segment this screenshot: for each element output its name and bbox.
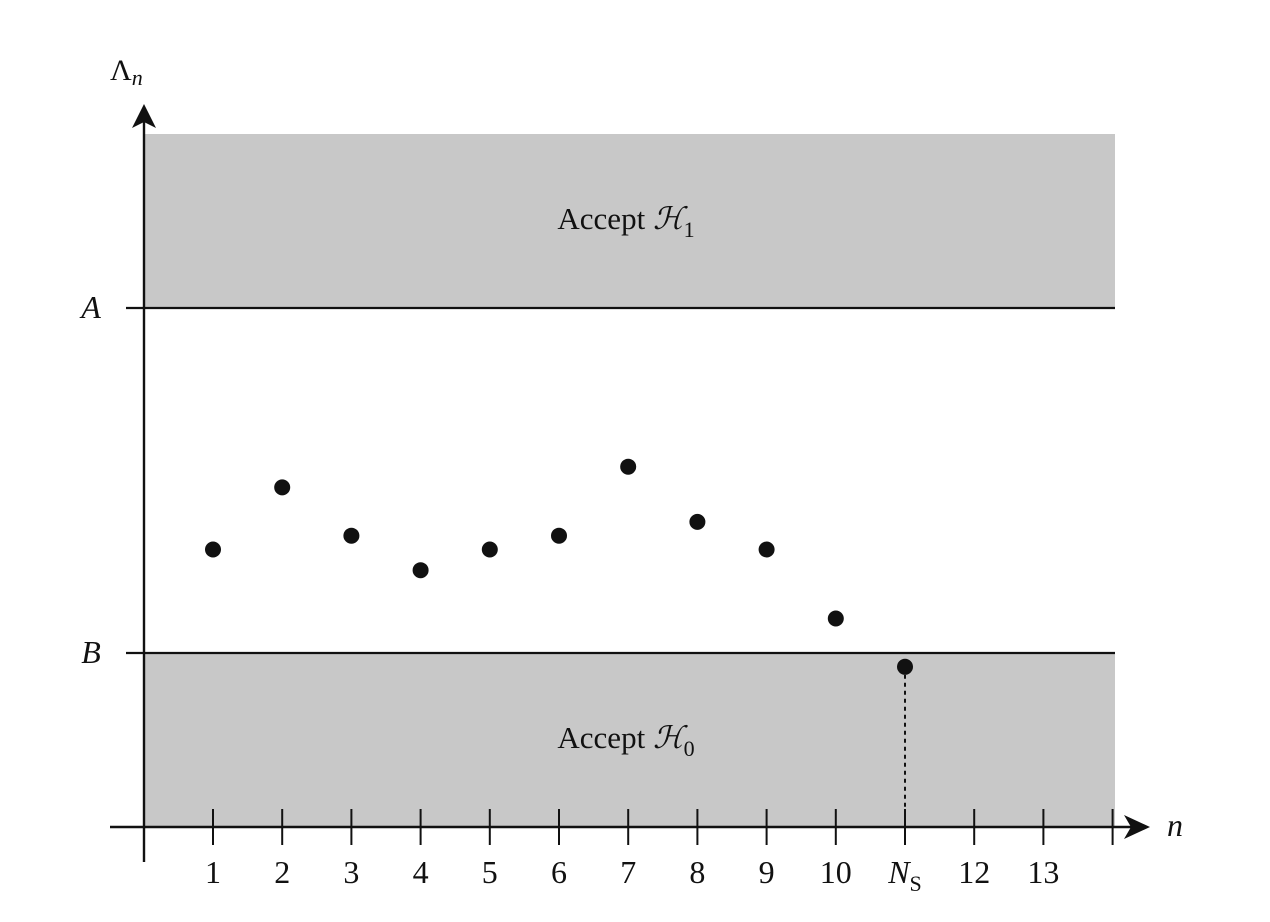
x-tick-label-sub: S: [910, 871, 922, 896]
lines-layer: [110, 104, 1150, 862]
data-point: [689, 513, 706, 530]
accept-h1-label-text: Accept: [557, 201, 653, 236]
x-tick-label: 1: [205, 854, 221, 890]
x-tick-label: NS: [887, 854, 922, 896]
accept-h1-label: Accept ℋ1: [557, 201, 694, 242]
regions-layer: [144, 134, 1115, 827]
x-tick-label: 8: [689, 854, 705, 890]
data-point: [827, 610, 844, 627]
threshold-a-label: A: [79, 289, 101, 325]
accept-h0-label-sub: 0: [684, 736, 695, 761]
accept-h0-label-script: ℋ: [653, 720, 688, 755]
y-axis-label-sub: n: [132, 65, 143, 90]
data-point: [412, 562, 429, 579]
x-axis-label: n: [1167, 807, 1183, 843]
data-point: [897, 658, 913, 675]
x-tick-label: 4: [413, 854, 429, 890]
accept-h1-region: [144, 134, 1115, 308]
x-tick-label: 3: [343, 854, 359, 890]
accept-h0-label: Accept ℋ0: [557, 720, 694, 761]
data-point: [205, 541, 221, 558]
ticks-layer: 1 2 3 4 5 6 7 8 9 10 NS 12 13: [205, 809, 1114, 896]
x-tick-label-main: N: [887, 854, 911, 890]
data-point: [758, 541, 775, 558]
x-tick-label: 13: [1027, 854, 1059, 890]
accept-h1-label-script: ℋ: [653, 201, 688, 236]
x-tick-label: 6: [551, 854, 567, 890]
data-point: [481, 541, 498, 558]
accept-h0-region: [144, 653, 1115, 827]
x-tick-label: 12: [958, 854, 990, 890]
x-tick-label: 2: [274, 854, 290, 890]
x-tick-label: 10: [820, 854, 852, 890]
y-axis-arrow-icon: [132, 104, 156, 128]
x-axis-arrow-icon: [1124, 815, 1150, 839]
y-axis-label: Λn: [110, 54, 143, 90]
points-layer: [205, 458, 913, 675]
data-point: [551, 527, 567, 544]
data-point: [274, 479, 291, 496]
threshold-b-label: B: [81, 634, 101, 670]
x-tick-label: 5: [482, 854, 498, 890]
data-point: [620, 458, 637, 475]
x-tick-label: 9: [759, 854, 775, 890]
y-axis-label-main: Λ: [110, 54, 132, 87]
data-point: [343, 527, 360, 544]
accept-h0-label-text: Accept: [557, 720, 653, 755]
x-tick-label: 7: [620, 854, 636, 890]
accept-h1-label-sub: 1: [684, 217, 695, 242]
